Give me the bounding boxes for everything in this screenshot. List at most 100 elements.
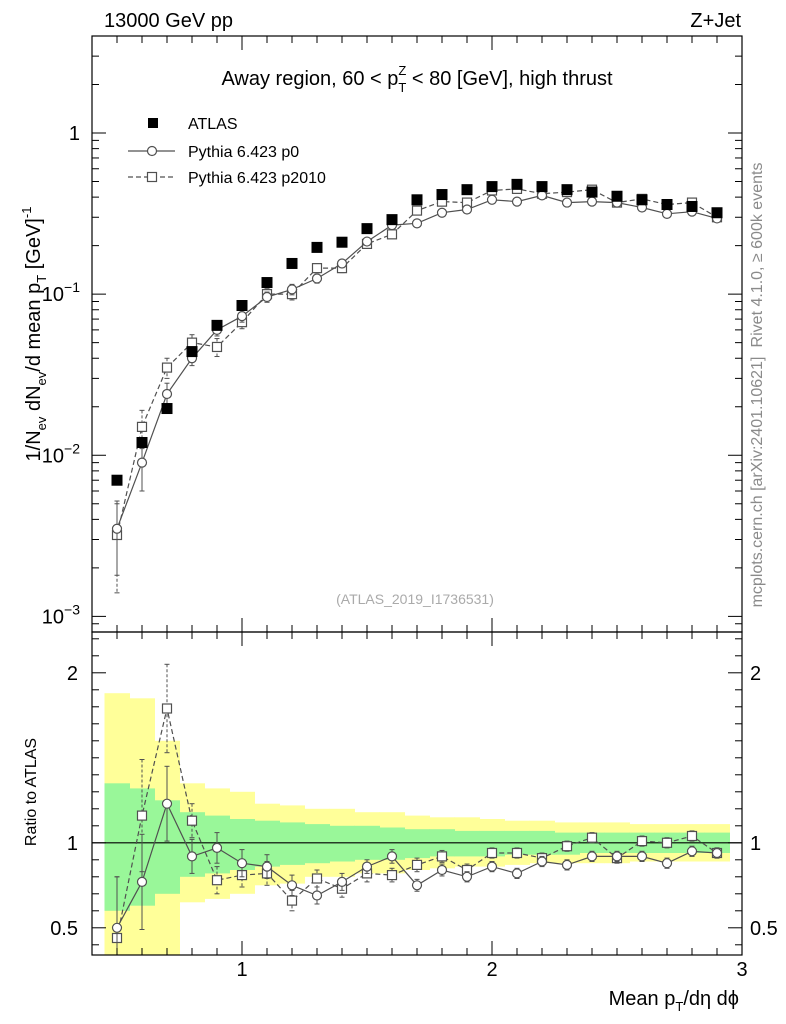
atlas-data-point: [386, 214, 398, 226]
ratio-p0-point: [186, 851, 198, 862]
p0-point: [311, 273, 323, 284]
ratio-p0-point: [661, 858, 673, 869]
title-sub: T: [398, 80, 406, 95]
ratio-y-tick-label-right: 1: [750, 833, 761, 855]
p0-point: [161, 388, 173, 400]
ratio-p2010-point: [686, 830, 698, 842]
p2010-point: [311, 263, 323, 274]
y-tick-label: 10−1: [42, 279, 80, 306]
ratio-p0-point: [436, 864, 448, 876]
energy-label: 13000 GeV pp: [104, 10, 233, 32]
green-band-bin: [304, 824, 330, 864]
atlas-data-point: [286, 257, 298, 269]
ratio-p2010-point: [411, 859, 423, 871]
legend-marker-p0: [146, 145, 158, 157]
axes: 1 2 3 10−3 10−2 10−1 1 0.5 0.5 1 1 2 2: [42, 35, 778, 981]
p0-point: [511, 196, 523, 207]
ratio-p0-point: [411, 880, 423, 891]
ylabel-sub-3: T: [34, 275, 49, 283]
p2010-point: [211, 341, 223, 353]
p2010-point: [186, 337, 198, 348]
ylabel-sub-2: ev: [34, 371, 49, 385]
ratio-p2010-point: [136, 810, 148, 821]
ratio-p0-point: [686, 846, 698, 857]
ratio-p2010-point: [561, 841, 573, 852]
ratio-p0-point: [286, 880, 298, 891]
p0-point: [361, 236, 373, 247]
atlas-data-point: [561, 184, 573, 196]
y-tick-label: 1: [69, 123, 80, 145]
p0-point: [461, 204, 473, 215]
ratio-p0-point: [711, 847, 723, 859]
p0-point: [561, 197, 573, 208]
ratio-p0-point: [236, 858, 248, 869]
analysis-watermark: (ATLAS_2019_I1736531): [336, 591, 494, 607]
ratio-p2010-point: [161, 703, 173, 714]
p0-point: [586, 196, 598, 207]
p0-point: [411, 218, 423, 229]
p0-point: [486, 194, 498, 205]
atlas-data-point: [436, 189, 448, 201]
p0-point: [236, 311, 248, 322]
green-band-bin: [329, 825, 355, 862]
ratio-p0-point: [161, 798, 173, 809]
x-axis-label: Mean pT/dη dϕ: [609, 988, 739, 1014]
atlas-data-point: [111, 474, 123, 486]
p0-point: [336, 258, 348, 269]
p0-point: [261, 291, 273, 303]
xlabel-part-2: /dη dϕ: [683, 988, 739, 1010]
atlas-data-point: [461, 184, 473, 196]
ylabel-sub-1: ev: [34, 416, 49, 430]
ratio-p2010-point: [586, 832, 598, 843]
plot-title: Away region, 60 < pZ T < 80 [GeV], high t…: [221, 63, 613, 95]
legend: ATLAS Pythia 6.423 p0 Pythia 6.423 p2010: [128, 116, 326, 187]
ratio-y-tick-label-left: 0.5: [50, 918, 78, 940]
atlas-data-point: [261, 277, 273, 289]
x-tick-label: 3: [736, 959, 747, 981]
legend-marker-atlas: [148, 118, 158, 128]
x-tick-label: 2: [486, 959, 497, 981]
ratio-p2010-point: [486, 847, 498, 859]
ratio-p0-point: [311, 890, 323, 901]
legend-marker-p2010: [146, 171, 158, 183]
atlas-data-point: [411, 194, 423, 206]
atlas-data-point: [536, 181, 548, 193]
ratio-p0-point: [111, 922, 123, 933]
atlas-data-point: [186, 346, 198, 358]
ratio-bands: [92, 693, 742, 955]
ratio-p2010-point: [661, 837, 673, 848]
x-tick-label: 1: [236, 959, 247, 981]
process-label: Z+Jet: [690, 10, 741, 32]
ratio-axis-label: Ratio to ATLAS: [23, 738, 40, 846]
p0-point: [286, 284, 298, 295]
ratio-y-tick-label-right: 0.5: [750, 918, 778, 940]
ratio-p0-point: [336, 876, 348, 888]
ratio-p2010-point: [286, 895, 298, 906]
atlas-data-point: [136, 437, 148, 449]
xlabel-part-1: Mean p: [609, 988, 676, 1010]
ratio-p2010-point: [511, 847, 523, 859]
p2010-point: [161, 362, 173, 373]
ylabel-part-1: 1/N: [23, 430, 45, 461]
ratio-y-tick-label-left: 2: [67, 663, 78, 685]
p2010-line: [116, 188, 718, 536]
p0-point: [136, 457, 148, 468]
ratio-y-tick-label-left: 1: [67, 833, 78, 855]
atlas-data-point: [661, 198, 673, 210]
ratio-p0-point: [361, 861, 373, 872]
ratio-p0-point: [136, 876, 148, 888]
y-tick-label: 10−3: [42, 601, 80, 628]
ylabel-part-3: /d mean p: [23, 283, 45, 372]
ratio-series: [111, 663, 723, 955]
atlas-data-point: [636, 194, 648, 206]
ratio-p0-point: [211, 842, 223, 854]
main-series: [111, 178, 723, 594]
ratio-p2010-point: [386, 869, 398, 881]
legend-label-p0: Pythia 6.423 p0: [188, 144, 299, 161]
ylabel-part-4: [GeV]: [23, 218, 45, 275]
legend-label-p2010: Pythia 6.423 p2010: [188, 170, 326, 187]
p2010-point: [411, 205, 423, 216]
ratio-p2010-point: [211, 875, 223, 886]
ratio-p2010-point: [311, 873, 323, 884]
